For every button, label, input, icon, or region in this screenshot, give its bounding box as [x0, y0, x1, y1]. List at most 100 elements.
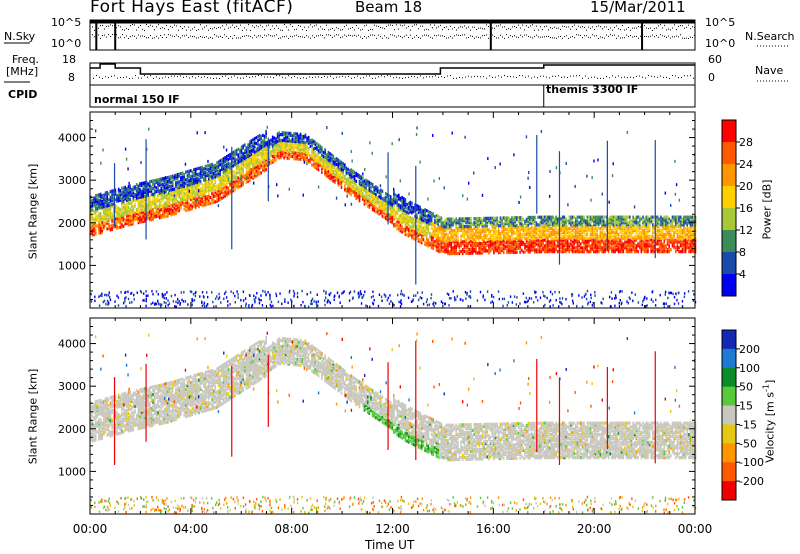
power-cell — [101, 207, 104, 211]
power-cell — [207, 186, 210, 191]
power-cell — [189, 203, 192, 207]
power-cell — [565, 240, 567, 244]
power-cell — [583, 240, 585, 244]
power-cell — [516, 223, 518, 227]
power-cell — [486, 237, 489, 242]
power-cell — [514, 221, 516, 226]
power-cell — [98, 193, 100, 197]
power-cell — [427, 240, 430, 244]
power-cell — [463, 217, 466, 221]
power-cell — [193, 202, 195, 206]
power-cell — [194, 173, 197, 177]
nsky-dot — [406, 27, 407, 29]
power-cell — [155, 197, 158, 201]
nave-dot — [195, 77, 196, 79]
power-cell — [529, 246, 531, 250]
nave-dot — [225, 75, 226, 77]
power-cell — [242, 175, 244, 179]
nave-dot — [420, 75, 421, 77]
power-cell — [545, 244, 548, 248]
power-cell — [420, 239, 423, 243]
power-cell — [193, 179, 195, 183]
power-cell — [183, 192, 185, 196]
power-cell — [176, 186, 179, 190]
power-cell — [129, 217, 131, 221]
nsearch-dot — [492, 34, 493, 36]
power-cell — [340, 181, 343, 186]
power-cell — [98, 223, 100, 228]
nsearch-dot — [172, 35, 173, 37]
power-cell — [473, 247, 476, 251]
power-cell — [440, 216, 443, 220]
power-cell — [504, 241, 507, 245]
power-cell — [339, 161, 341, 165]
power-cell — [461, 251, 464, 255]
power-cell — [168, 179, 171, 183]
power-cell — [545, 234, 548, 238]
nsky-dot — [596, 26, 597, 28]
power-cell — [108, 223, 110, 227]
top-panel-traces — [4, 20, 790, 107]
power-cell — [135, 190, 138, 194]
power-cell — [468, 219, 471, 223]
nsearch-dot — [130, 36, 131, 38]
nsearch-dot — [228, 37, 229, 39]
power-cell — [345, 179, 348, 184]
power-cell — [171, 191, 174, 195]
power-cell — [540, 238, 543, 242]
power-cell — [466, 249, 469, 253]
power-cell — [257, 152, 259, 156]
nsky-dot — [526, 25, 527, 27]
nsky-dot — [136, 29, 137, 31]
power-cell — [330, 172, 333, 176]
power-cell — [430, 215, 433, 219]
power-cell — [250, 168, 253, 172]
power-cell — [542, 234, 544, 238]
power-cell — [516, 244, 518, 249]
power-cell — [350, 172, 353, 176]
power-cell — [579, 242, 582, 246]
power-cell — [529, 231, 531, 235]
nsearch-dot — [396, 36, 397, 38]
power-cell — [298, 147, 300, 152]
power-cell — [486, 220, 489, 224]
power-cell — [248, 170, 251, 175]
power-cell — [301, 138, 303, 142]
power-cell — [489, 216, 492, 220]
power-cell — [237, 164, 240, 169]
nsearch-dot — [338, 34, 339, 36]
power-cell — [538, 227, 541, 231]
power-cell — [178, 184, 181, 188]
power-cell — [470, 251, 472, 255]
nsky-dot — [230, 26, 231, 28]
nsearch-dot — [312, 35, 313, 37]
power-cell — [311, 147, 313, 152]
nsearch-dot — [110, 35, 111, 37]
power-cell — [370, 195, 372, 199]
nsky-dot — [664, 24, 665, 26]
power-cell — [473, 238, 476, 242]
power-cell — [296, 147, 299, 151]
nave-dot — [654, 76, 655, 78]
power-cell — [122, 218, 125, 223]
power-cell — [350, 177, 353, 182]
power-cell — [222, 160, 225, 165]
power-cell — [389, 206, 392, 210]
power-cell — [404, 205, 407, 210]
power-cell — [232, 156, 235, 160]
power-cell — [461, 242, 464, 246]
power-cell — [260, 148, 263, 152]
power-cell — [455, 251, 457, 256]
power-cell — [108, 224, 110, 229]
power-cell — [563, 230, 566, 235]
power-cell — [288, 150, 290, 155]
nsearch-dot — [212, 37, 213, 39]
power-cell — [288, 143, 290, 147]
power-cell — [278, 154, 281, 158]
power-cell — [255, 166, 258, 170]
power-cell — [265, 150, 267, 155]
nsearch-dot — [250, 35, 251, 37]
power-cell — [550, 244, 553, 248]
power-cell — [219, 188, 222, 192]
power-cell — [244, 177, 246, 182]
